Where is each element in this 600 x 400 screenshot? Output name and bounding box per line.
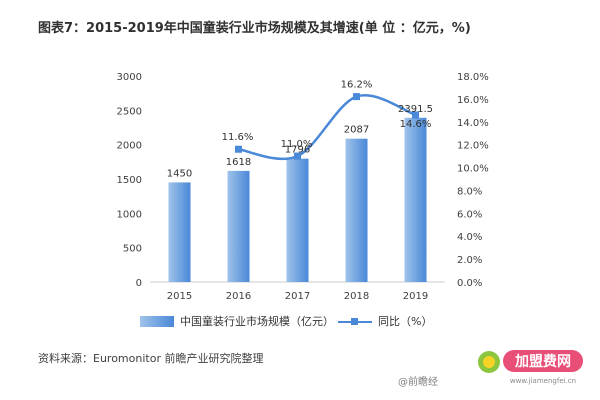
- y-right-tick-label: 12.0%: [457, 141, 489, 152]
- source-note: 资料来源：Euromonitor 前瞻产业研究院整理: [38, 352, 264, 365]
- bar-value-label: 2391.5: [398, 104, 433, 115]
- legend-line-marker: [351, 318, 358, 325]
- y-right-tick-label: 6.0%: [457, 209, 482, 220]
- bar: [227, 170, 250, 282]
- growth-value-label: 11.0%: [281, 139, 313, 150]
- legend-line-label: 同比（%）: [378, 315, 433, 328]
- y-right-tick-label: 2.0%: [457, 255, 482, 266]
- y-right-tick-label: 14.0%: [457, 118, 489, 129]
- growth-line: [238, 94, 416, 161]
- bar: [168, 182, 191, 282]
- bar-value-label: 1618: [226, 157, 251, 168]
- bar-value-label: 1796: [285, 145, 310, 156]
- growth-point: [353, 93, 360, 101]
- bar: [286, 158, 309, 282]
- y-left-tick-label: 1000: [117, 209, 142, 220]
- growth-value-label: 16.2%: [341, 80, 373, 91]
- growth-point: [294, 152, 301, 160]
- x-tick-label: 2017: [285, 291, 310, 302]
- y-right-tick-label: 8.0%: [457, 186, 482, 197]
- legend-bar-swatch: [140, 316, 174, 327]
- growth-point: [235, 145, 242, 153]
- y-left-tick-label: 2000: [117, 141, 142, 152]
- y-left-tick-label: 0: [136, 278, 142, 289]
- legend-bar-label: 中国童装行业市场规模（亿元）: [180, 315, 334, 328]
- y-left-tick-label: 3000: [117, 72, 142, 83]
- svg-text:加盟费网: 加盟费网: [514, 353, 571, 370]
- chart-title: 图表7：2015-2019年中国童装行业市场规模及其增速(单 位 ：亿元，%): [38, 21, 471, 36]
- y-right-tick-label: 10.0%: [457, 164, 489, 175]
- growth-point: [412, 111, 419, 119]
- growth-value-label: 11.6%: [222, 132, 254, 143]
- bar: [345, 138, 368, 282]
- y-right-tick-label: 18.0%: [457, 72, 489, 83]
- bar-value-label: 1450: [167, 168, 192, 179]
- bar-value-label: 2087: [344, 125, 369, 136]
- svg-text:www.jiamengfei.cn: www.jiamengfei.cn: [510, 377, 576, 385]
- y-left-tick-label: 1500: [117, 175, 142, 186]
- y-left-tick-label: 500: [123, 244, 142, 255]
- x-tick-label: 2016: [226, 291, 251, 302]
- x-tick-label: 2018: [344, 291, 369, 302]
- growth-value-label: 14.6%: [400, 119, 432, 130]
- chart-legend: 中国童装行业市场规模（亿元） 同比（%）: [0, 312, 600, 332]
- x-tick-label: 2019: [403, 291, 428, 302]
- y-left-tick-label: 2500: [117, 106, 142, 117]
- site-logo: 加盟费网 www.jiamengfei.cn: [478, 350, 583, 385]
- y-right-tick-label: 0.0%: [457, 278, 482, 289]
- y-right-tick-label: 16.0%: [457, 95, 489, 106]
- bar: [404, 117, 427, 283]
- y-right-tick-label: 4.0%: [457, 232, 482, 243]
- credit-text: @前瞻经: [398, 377, 438, 388]
- x-tick-label: 2015: [167, 291, 192, 302]
